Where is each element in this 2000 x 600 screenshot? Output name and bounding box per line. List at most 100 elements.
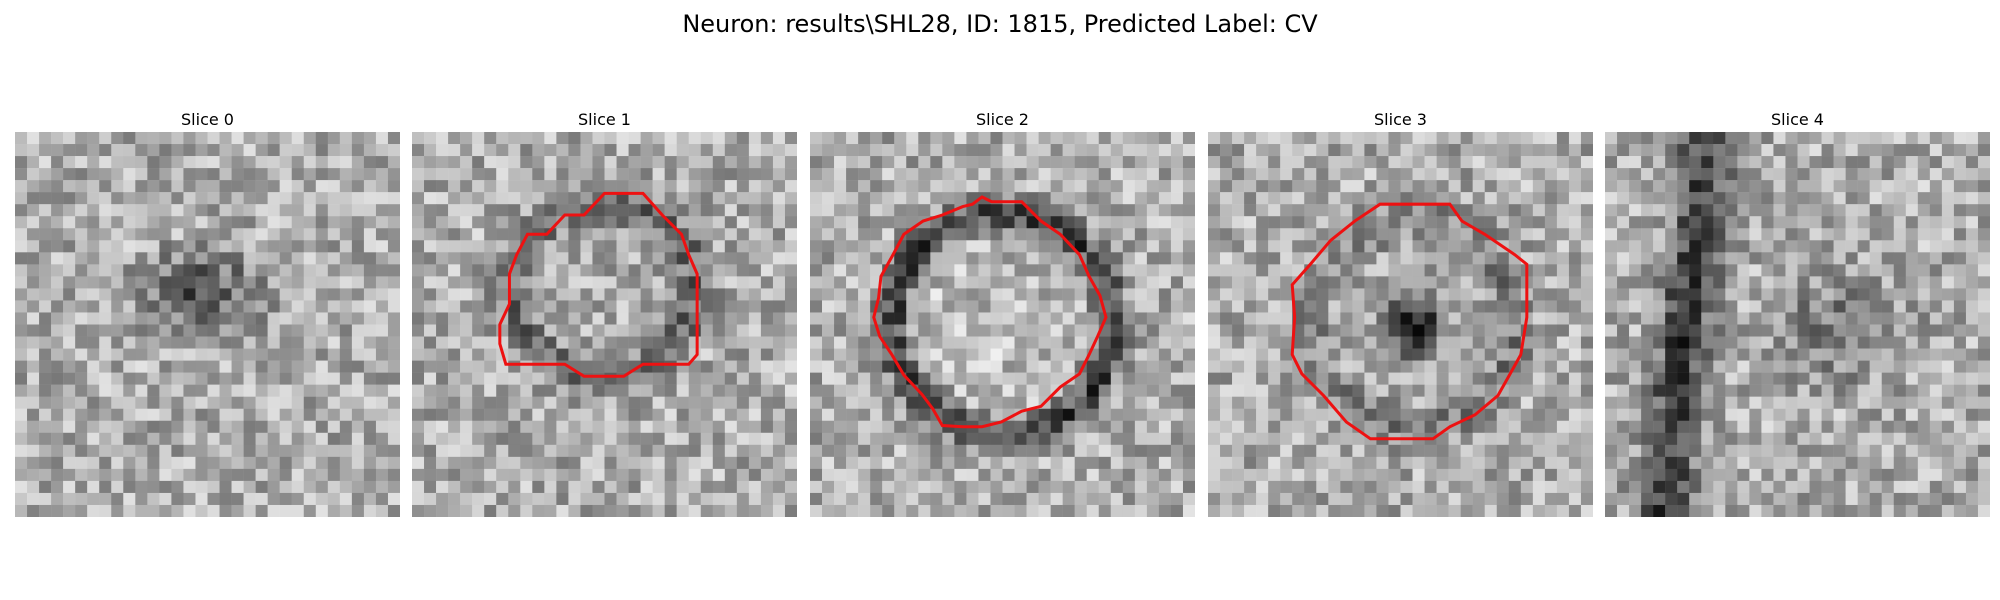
pixel xyxy=(954,480,967,494)
pixel xyxy=(1677,276,1690,289)
pixel xyxy=(1062,276,1075,289)
pixel xyxy=(1146,180,1160,193)
pixel xyxy=(1761,372,1774,385)
pixel xyxy=(1544,468,1558,482)
pixel xyxy=(1905,204,1919,217)
pixel xyxy=(568,276,581,289)
pixel xyxy=(1304,504,1317,517)
pixel xyxy=(810,216,823,229)
pixel xyxy=(1098,396,1112,409)
pixel xyxy=(1134,336,1148,349)
pixel xyxy=(51,396,64,409)
pixel xyxy=(1316,420,1329,434)
pixel xyxy=(267,132,280,145)
pixel xyxy=(1086,504,1099,517)
pixel xyxy=(1220,504,1233,517)
pixel xyxy=(1665,168,1678,181)
pixel xyxy=(1472,492,1485,506)
pixel xyxy=(1340,288,1353,301)
pixel xyxy=(858,504,871,517)
pixel xyxy=(1304,312,1317,325)
pixel xyxy=(688,504,701,517)
pixel xyxy=(1653,156,1666,169)
pixel xyxy=(604,384,617,397)
pixel xyxy=(664,168,677,181)
pixel xyxy=(1568,324,1582,337)
pixel xyxy=(1134,480,1148,494)
pixel xyxy=(243,468,256,482)
pixel xyxy=(1436,204,1449,217)
pixel xyxy=(291,348,304,361)
pixel xyxy=(1953,156,1967,169)
pixel xyxy=(616,132,629,145)
pixel xyxy=(1941,192,1955,205)
pixel xyxy=(255,432,268,446)
pixel xyxy=(1182,144,1195,157)
pixel xyxy=(219,336,232,349)
pixel xyxy=(412,456,425,470)
pixel xyxy=(51,360,64,373)
pixel xyxy=(51,432,64,446)
pixel xyxy=(1292,396,1305,409)
pixel xyxy=(1737,132,1750,145)
pixel xyxy=(1941,408,1955,421)
pixel xyxy=(195,324,208,337)
pixel xyxy=(760,456,774,470)
pixel xyxy=(315,492,329,506)
pixel xyxy=(1220,456,1233,470)
pixel xyxy=(1713,168,1726,181)
pixel xyxy=(63,144,76,157)
pixel xyxy=(1508,156,1522,169)
pixel xyxy=(748,336,762,349)
pixel xyxy=(1208,156,1221,169)
pixel xyxy=(604,396,617,409)
pixel xyxy=(1170,312,1184,325)
pixel xyxy=(640,336,653,349)
pixel xyxy=(303,276,317,289)
pixel xyxy=(1472,192,1485,205)
pixel xyxy=(279,384,292,397)
pixel xyxy=(568,324,581,337)
pixel xyxy=(1701,420,1714,434)
pixel xyxy=(351,348,365,361)
pixel xyxy=(652,408,665,421)
pixel xyxy=(1809,444,1822,458)
pixel xyxy=(1617,264,1630,277)
pixel xyxy=(918,504,931,517)
pixel-grid xyxy=(810,132,1195,517)
pixel xyxy=(1869,276,1882,289)
pixel xyxy=(243,156,256,169)
pixel xyxy=(1857,276,1870,289)
pixel xyxy=(1158,180,1172,193)
pixel xyxy=(834,444,847,458)
pixel xyxy=(556,156,569,169)
pixel xyxy=(87,408,100,421)
pixel xyxy=(1629,252,1642,265)
pixel xyxy=(496,144,509,157)
pixel xyxy=(436,504,449,517)
pixel xyxy=(195,348,208,361)
pixel xyxy=(412,312,425,325)
pixel xyxy=(1677,360,1690,373)
pixel xyxy=(978,180,991,193)
pixel xyxy=(183,480,196,494)
pixel xyxy=(870,456,883,470)
pixel xyxy=(784,132,797,145)
pixel xyxy=(1917,276,1931,289)
pixel xyxy=(628,456,641,470)
pixel xyxy=(1086,444,1099,458)
pixel xyxy=(1881,432,1894,446)
pixel xyxy=(724,444,738,458)
pixel xyxy=(1605,444,1618,458)
pixel xyxy=(748,216,762,229)
pixel xyxy=(1653,264,1666,277)
pixel xyxy=(1352,324,1365,337)
pixel xyxy=(954,252,967,265)
pixel xyxy=(315,396,329,409)
pixel xyxy=(303,468,317,482)
pixel xyxy=(1893,144,1907,157)
pixel xyxy=(1881,180,1894,193)
pixel xyxy=(664,348,677,361)
pixel xyxy=(592,348,605,361)
pixel xyxy=(894,264,907,277)
